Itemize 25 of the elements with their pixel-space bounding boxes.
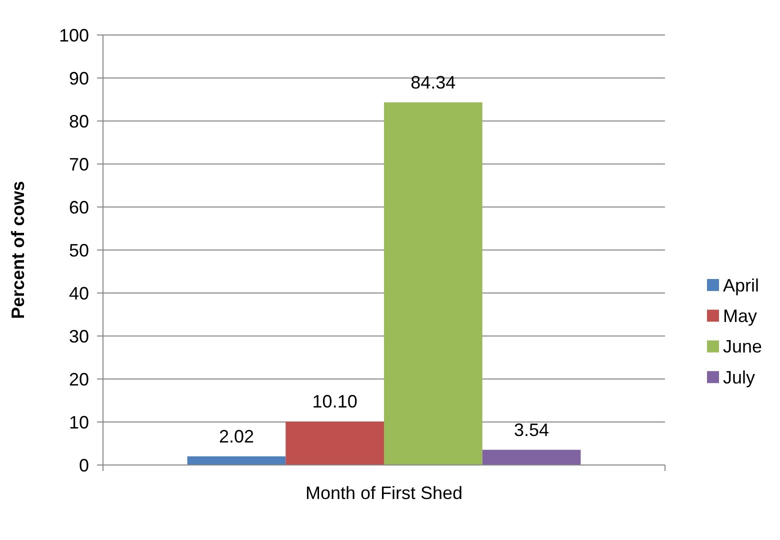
data-label: 3.54 [514, 420, 550, 440]
y-tick-label: 90 [68, 68, 89, 88]
y-tick-label: 70 [68, 154, 89, 174]
x-tick-label: Month of First Shed [305, 483, 463, 503]
y-tick-label: 60 [68, 197, 89, 218]
y-axis-title: Percent of cows [8, 180, 28, 320]
y-tick-label: 50 [68, 240, 89, 260]
data-label: 10.10 [312, 392, 358, 412]
legend-label: June [723, 336, 762, 357]
y-tick-label: 30 [68, 326, 89, 346]
data-label: 2.02 [218, 426, 254, 446]
y-tick-label: 20 [68, 369, 89, 390]
y-tick-label: 100 [58, 25, 89, 46]
data-label: 84.34 [410, 72, 456, 92]
y-tick-label: 0 [78, 455, 89, 476]
bar [187, 456, 286, 465]
bar [286, 422, 384, 465]
y-tick-label: 40 [68, 283, 89, 304]
y-tick-label: 80 [68, 111, 89, 132]
legend-label: April [723, 275, 760, 296]
y-tick-label: 10 [68, 412, 89, 432]
bar [384, 102, 482, 465]
legend-label: July [723, 367, 756, 388]
bar [482, 450, 581, 465]
legend-label: May [723, 306, 758, 326]
